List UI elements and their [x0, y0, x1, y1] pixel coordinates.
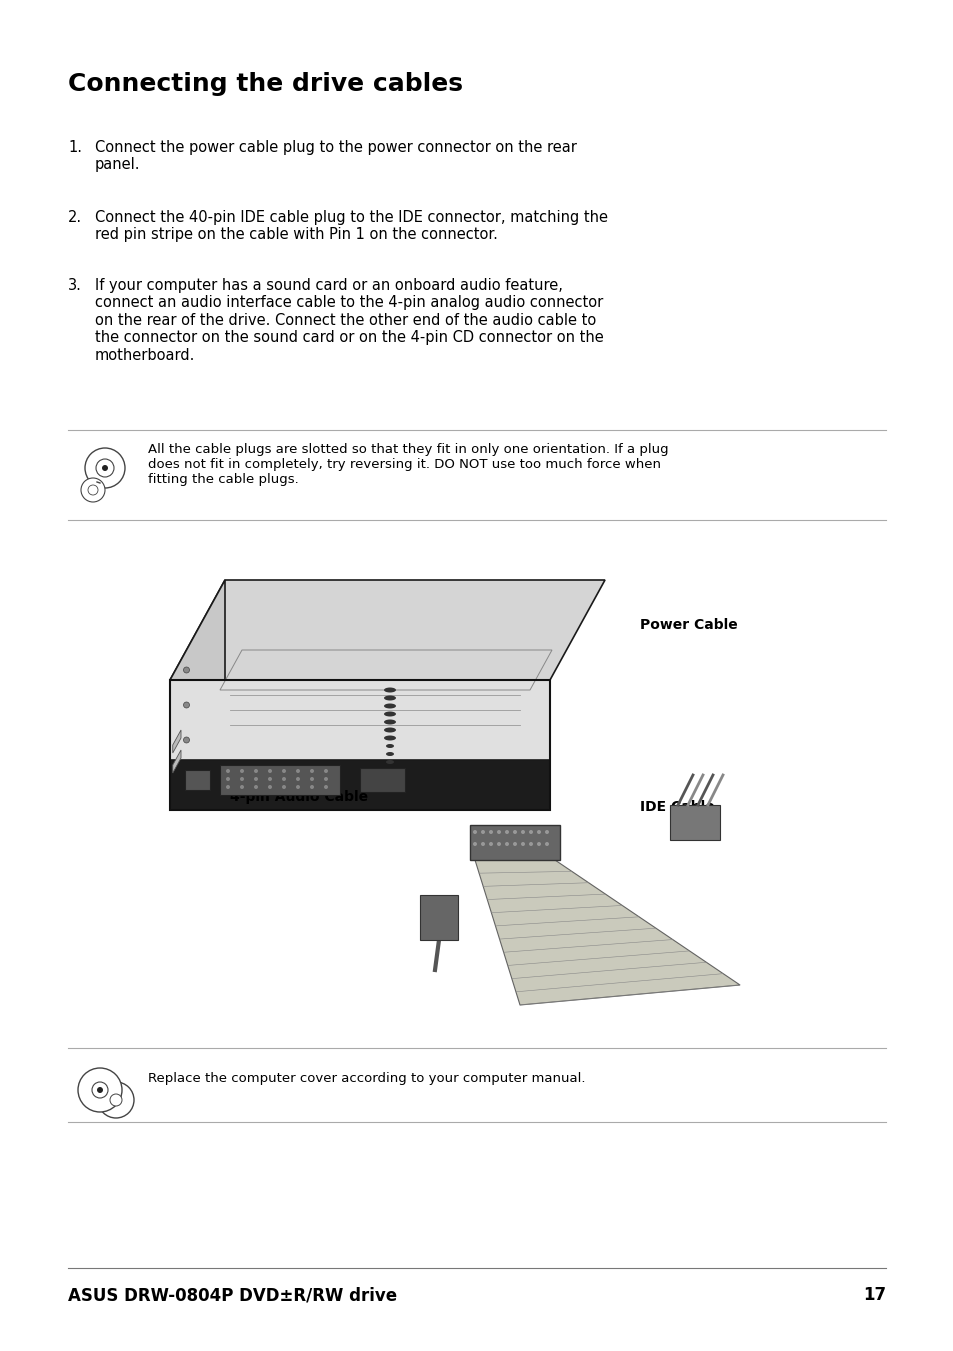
- Text: 17: 17: [862, 1286, 885, 1304]
- Circle shape: [544, 830, 548, 834]
- Circle shape: [268, 769, 272, 773]
- Circle shape: [310, 777, 314, 781]
- Circle shape: [473, 830, 476, 834]
- Circle shape: [282, 769, 286, 773]
- Circle shape: [497, 830, 500, 834]
- Polygon shape: [170, 761, 550, 811]
- Ellipse shape: [384, 688, 395, 693]
- Circle shape: [91, 1082, 108, 1098]
- Circle shape: [295, 785, 299, 789]
- Text: 4-pin Audio Cable: 4-pin Audio Cable: [230, 790, 368, 804]
- Circle shape: [489, 830, 493, 834]
- Circle shape: [520, 830, 524, 834]
- Circle shape: [85, 449, 125, 488]
- Circle shape: [81, 478, 105, 503]
- Circle shape: [97, 1088, 103, 1093]
- Circle shape: [183, 738, 190, 743]
- Text: IDE Cable: IDE Cable: [639, 800, 714, 815]
- Circle shape: [282, 785, 286, 789]
- Text: Replace the computer cover according to your computer manual.: Replace the computer cover according to …: [148, 1071, 585, 1085]
- Circle shape: [489, 842, 493, 846]
- Circle shape: [183, 667, 190, 673]
- Circle shape: [513, 842, 517, 846]
- Circle shape: [96, 459, 113, 477]
- Circle shape: [513, 830, 517, 834]
- Polygon shape: [470, 825, 559, 861]
- Circle shape: [226, 777, 230, 781]
- Circle shape: [310, 769, 314, 773]
- Circle shape: [78, 1069, 122, 1112]
- Circle shape: [497, 842, 500, 846]
- Circle shape: [240, 785, 244, 789]
- Polygon shape: [185, 770, 210, 790]
- Circle shape: [240, 769, 244, 773]
- Circle shape: [537, 842, 540, 846]
- Ellipse shape: [386, 761, 394, 765]
- Text: Connecting the drive cables: Connecting the drive cables: [68, 72, 462, 96]
- Circle shape: [268, 777, 272, 781]
- Circle shape: [480, 830, 484, 834]
- Ellipse shape: [384, 727, 395, 732]
- Circle shape: [183, 703, 190, 708]
- Text: 1.: 1.: [68, 141, 82, 155]
- Circle shape: [226, 785, 230, 789]
- Polygon shape: [170, 580, 225, 811]
- Circle shape: [295, 777, 299, 781]
- Polygon shape: [172, 730, 181, 753]
- Circle shape: [226, 769, 230, 773]
- Circle shape: [473, 842, 476, 846]
- Circle shape: [504, 830, 509, 834]
- Text: ASUS DRW-0804P DVD±R/RW drive: ASUS DRW-0804P DVD±R/RW drive: [68, 1286, 396, 1304]
- Text: If your computer has a sound card or an onboard audio feature,
connect an audio : If your computer has a sound card or an …: [95, 278, 603, 362]
- Circle shape: [282, 777, 286, 781]
- Ellipse shape: [386, 744, 394, 748]
- Text: 3.: 3.: [68, 278, 82, 293]
- Ellipse shape: [384, 720, 395, 724]
- Ellipse shape: [384, 735, 395, 740]
- Circle shape: [324, 769, 328, 773]
- Text: 2.: 2.: [68, 209, 82, 226]
- Circle shape: [504, 842, 509, 846]
- Circle shape: [102, 465, 108, 471]
- Polygon shape: [669, 805, 720, 840]
- Circle shape: [324, 785, 328, 789]
- Text: Power Cable: Power Cable: [639, 617, 737, 632]
- Polygon shape: [220, 765, 339, 794]
- Circle shape: [253, 777, 257, 781]
- Polygon shape: [170, 580, 604, 680]
- Circle shape: [537, 830, 540, 834]
- Circle shape: [88, 485, 98, 494]
- Text: All the cable plugs are slotted so that they fit in only one orientation. If a p: All the cable plugs are slotted so that …: [148, 443, 668, 486]
- Circle shape: [544, 842, 548, 846]
- Circle shape: [520, 842, 524, 846]
- Circle shape: [324, 777, 328, 781]
- Text: Connect the power cable plug to the power connector on the rear
panel.: Connect the power cable plug to the powe…: [95, 141, 577, 173]
- Circle shape: [110, 1094, 122, 1106]
- Circle shape: [480, 842, 484, 846]
- Circle shape: [240, 777, 244, 781]
- Polygon shape: [359, 767, 405, 792]
- Polygon shape: [475, 861, 740, 1005]
- Circle shape: [295, 769, 299, 773]
- Ellipse shape: [384, 704, 395, 708]
- Polygon shape: [419, 894, 457, 940]
- Circle shape: [310, 785, 314, 789]
- Circle shape: [253, 785, 257, 789]
- Circle shape: [253, 769, 257, 773]
- Circle shape: [268, 785, 272, 789]
- Ellipse shape: [386, 753, 394, 757]
- Ellipse shape: [384, 712, 395, 716]
- Polygon shape: [172, 750, 181, 773]
- Circle shape: [98, 1082, 133, 1119]
- Ellipse shape: [384, 696, 395, 701]
- Circle shape: [529, 830, 533, 834]
- Text: Connect the 40-pin IDE cable plug to the IDE connector, matching the
red pin str: Connect the 40-pin IDE cable plug to the…: [95, 209, 607, 242]
- Polygon shape: [170, 680, 550, 761]
- Circle shape: [529, 842, 533, 846]
